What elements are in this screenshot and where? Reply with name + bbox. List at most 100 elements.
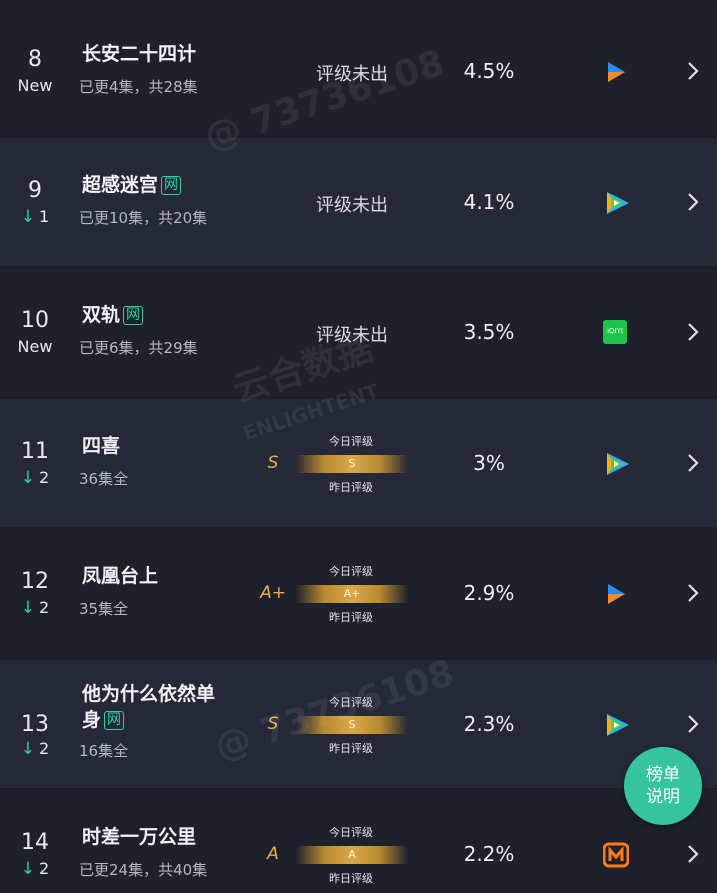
- title-text: 时差一万公里: [82, 826, 197, 848]
- today-label: 今日评级: [329, 695, 373, 709]
- grade-letter: S: [267, 713, 279, 734]
- show-title: 超感迷宫网: [82, 172, 262, 198]
- title-text: 凤凰台上: [82, 565, 159, 587]
- change-value: 2: [39, 859, 50, 878]
- rank-number: 10: [21, 308, 49, 333]
- rank-row[interactable]: 14 ↓ 2 时差一万公里已更24集，共40集 A 今日评级 A 昨日评级 2.2%: [0, 790, 717, 893]
- rank-number: 9: [28, 177, 42, 203]
- title-text: 双轨: [82, 304, 121, 326]
- change-value: 2: [39, 598, 50, 617]
- chevron[interactable]: [686, 452, 700, 478]
- grade-letter: A+: [260, 583, 286, 603]
- market-share: 3.5%: [463, 320, 515, 344]
- platform-icon: [603, 190, 631, 220]
- market-share: 2.2%: [463, 842, 515, 866]
- grade-bar: S: [296, 715, 408, 734]
- rank-row[interactable]: 13 ↓ 2 他为什么依然单身网 16集全 S 今日评级 S 昨日评级 2.3%: [0, 659, 717, 788]
- platform-icon: [603, 451, 631, 481]
- episode-info: 已更10集，共20集: [79, 208, 208, 227]
- market-share: 4.5%: [463, 59, 515, 83]
- grade-bar: A: [296, 846, 408, 864]
- yesterday-label: 昨日评级: [329, 741, 373, 755]
- icon-text: iQIYI: [607, 327, 623, 335]
- today-label: 今日评级: [329, 565, 373, 578]
- episode-info: 已更4集，共28集: [79, 78, 198, 96]
- platform-icon: [603, 712, 631, 742]
- episode-info: 已更24集，共40集: [79, 861, 208, 879]
- title-text: 超感迷宫: [82, 173, 159, 196]
- rank-change: ↓ 1: [0, 207, 70, 227]
- grade-bar: A+: [296, 585, 408, 603]
- chevron[interactable]: [686, 60, 700, 86]
- rank-change: New: [0, 337, 70, 356]
- change-value: New: [17, 76, 53, 95]
- platform-icon: [602, 842, 630, 872]
- show-title: 长安二十四计: [82, 41, 262, 67]
- platform-icon: iQIYI: [603, 320, 627, 348]
- rank-change: ↓ 2: [0, 598, 70, 618]
- down-arrow: ↓: [20, 738, 36, 759]
- grade-letter: S: [267, 452, 279, 473]
- rank-number: 13: [21, 711, 49, 737]
- show-title: 四喜: [82, 433, 262, 459]
- fab-line: 榜单: [646, 765, 680, 785]
- today-label: 今日评级: [329, 434, 373, 448]
- today-label: 今日评级: [329, 826, 373, 839]
- platform-icon: [603, 581, 629, 611]
- no-rating: 评级未出: [316, 64, 388, 85]
- chevron[interactable]: [686, 843, 700, 869]
- rank-change: ↓ 2: [0, 859, 70, 879]
- chevron[interactable]: [686, 191, 700, 217]
- rank-row[interactable]: 10 New 双轨网已更6集，共29集 评级未出 3.5% iQIYI: [0, 268, 717, 396]
- grade-bar: S: [296, 454, 408, 473]
- change-value: 1: [39, 206, 50, 226]
- episode-info: 16集全: [79, 741, 129, 760]
- yesterday-label: 昨日评级: [329, 611, 373, 624]
- yesterday-label: 昨日评级: [329, 480, 373, 494]
- episode-info: 35集全: [79, 600, 129, 618]
- rank-row[interactable]: 12 ↓ 2 凤凰台上 35集全 A+ 今日评级 A+ 昨日评级 2.9%: [0, 529, 717, 657]
- web-badge: 网: [161, 175, 182, 195]
- episode-info: 已更6集，共29集: [79, 339, 198, 357]
- yesterday-label: 昨日评级: [329, 872, 373, 885]
- web-badge: 网: [104, 710, 125, 730]
- change-value: 2: [39, 467, 50, 487]
- grade-letter: A: [267, 844, 279, 864]
- rank-row[interactable]: 11 ↓ 2 四喜 36集全 S 今日评级 S 昨日评级 3%: [0, 398, 717, 527]
- chevron[interactable]: [686, 582, 700, 608]
- show-title: 时差一万公里: [82, 824, 262, 850]
- web-badge: 网: [123, 306, 144, 325]
- show-title: 他为什么依然单身网: [82, 681, 232, 733]
- no-rating: 评级未出: [316, 325, 388, 346]
- change-value: 2: [39, 738, 50, 758]
- rank-change: ↓ 2: [0, 468, 70, 488]
- market-share: 2.9%: [463, 581, 515, 605]
- rank-change: New: [0, 76, 70, 95]
- title-text: 长安二十四计: [82, 43, 197, 65]
- market-share: 2.3%: [463, 711, 515, 736]
- down-arrow: ↓: [20, 467, 36, 488]
- rank-row[interactable]: 8 New 长安二十四计已更4集，共28集 评级未出 4.5%: [0, 7, 717, 135]
- down-arrow: ↓: [20, 206, 36, 227]
- down-arrow: ↓: [20, 859, 36, 879]
- rank-number: 11: [21, 438, 49, 464]
- title-text: 四喜: [82, 434, 121, 457]
- market-share: 3%: [473, 450, 505, 475]
- rank-row[interactable]: 9 ↓ 1 超感迷宫网已更10集，共20集 评级未出 4.1%: [0, 137, 717, 266]
- fab-line: 说明: [646, 787, 680, 807]
- rank-change: ↓ 2: [0, 739, 70, 759]
- chevron[interactable]: [686, 321, 700, 347]
- no-rating: 评级未出: [316, 194, 388, 216]
- down-arrow: ↓: [20, 598, 36, 618]
- rank-number: 12: [21, 569, 49, 594]
- change-value: New: [17, 337, 53, 356]
- title-text: 他为什么依然单身: [82, 682, 216, 731]
- show-title: 双轨网: [82, 302, 262, 328]
- rank-number: 8: [28, 47, 42, 72]
- chevron[interactable]: [686, 713, 700, 739]
- platform-icon: [603, 59, 629, 89]
- rank-number: 14: [21, 830, 49, 855]
- market-share: 4.1%: [463, 189, 515, 214]
- chart-info-button[interactable]: 榜单 说明: [624, 747, 702, 825]
